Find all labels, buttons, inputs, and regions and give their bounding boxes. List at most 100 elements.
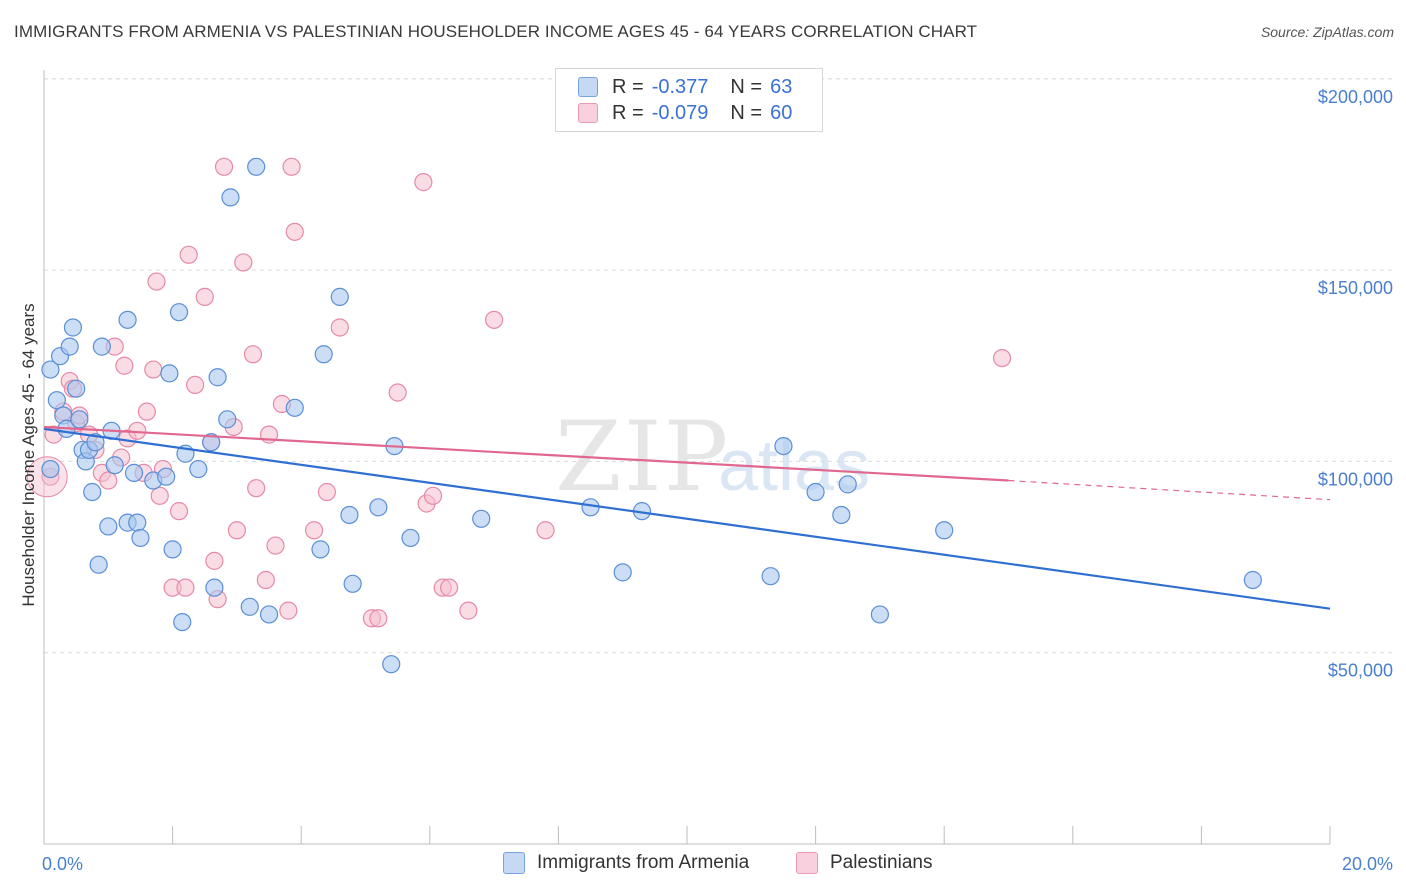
y-tick-label: $150,000 <box>1318 278 1393 298</box>
chart-title: IMMIGRANTS FROM ARMENIA VS PALESTINIAN H… <box>14 22 978 41</box>
data-point-armenia <box>838 475 857 494</box>
series-legend-armenia-label: Immigrants from Armenia <box>537 852 750 873</box>
data-point-palestinians <box>439 578 459 597</box>
data-point-palestinians <box>388 383 407 402</box>
trend-line-palestinians-extension <box>1008 479 1331 501</box>
data-point-armenia <box>60 337 79 356</box>
trend-line-palestinians <box>43 425 1009 482</box>
data-point-armenia <box>157 467 176 486</box>
data-point-armenia <box>613 563 632 582</box>
data-point-armenia <box>311 540 330 559</box>
data-point-palestinians <box>414 173 433 192</box>
legend-r-value: -0.377 <box>651 75 709 98</box>
legend-n-value: 63 <box>770 75 793 98</box>
data-point-palestinians <box>99 471 118 490</box>
data-point-armenia <box>259 605 279 624</box>
data-point-armenia <box>63 318 83 337</box>
data-point-armenia <box>86 433 105 452</box>
data-point-palestinians <box>304 521 324 540</box>
data-point-armenia <box>935 521 954 540</box>
data-point-palestinians <box>176 578 195 597</box>
legend-r-value: -0.079 <box>651 101 709 124</box>
data-point-armenia <box>247 157 266 176</box>
data-point-palestinians <box>243 345 263 364</box>
y-axis-label: Householder Income Ages 45 - 64 years <box>19 303 38 606</box>
trend-lines <box>43 425 1331 610</box>
data-point-armenia <box>163 540 182 559</box>
data-point-palestinians <box>205 551 224 570</box>
data-point-palestinians <box>485 310 504 329</box>
data-point-palestinians <box>214 157 234 176</box>
data-point-palestinians <box>115 356 134 375</box>
data-point-palestinians <box>247 479 266 498</box>
data-point-palestinians <box>256 570 275 590</box>
data-point-armenia <box>340 505 359 525</box>
tick-labels: $50,000 $100,000 $150,000 $200,000 0.0% 20.0% <box>42 87 1393 874</box>
grid-lines <box>44 78 1394 654</box>
data-point-palestinians <box>169 502 189 521</box>
data-point-armenia <box>806 482 825 502</box>
data-point-armenia <box>83 482 102 502</box>
data-point-palestinians <box>330 318 349 337</box>
data-point-palestinians <box>234 253 253 272</box>
data-point-armenia <box>870 605 890 624</box>
legend-r-label: R = <box>612 101 644 124</box>
data-point-palestinians <box>992 348 1012 368</box>
armenia-points <box>41 157 1262 674</box>
data-point-armenia <box>173 612 192 632</box>
data-point-armenia <box>124 463 144 482</box>
series-legend: Immigrants from Armenia Palestinians <box>0 852 1406 878</box>
data-point-armenia <box>285 398 304 417</box>
data-point-armenia <box>169 303 189 322</box>
data-point-armenia <box>581 498 600 517</box>
correlation-legend: R = -0.377 N = 63 R = -0.079 N = 60 <box>555 68 823 132</box>
data-point-palestinians <box>179 245 198 264</box>
data-point-armenia <box>330 287 349 306</box>
data-point-armenia <box>314 345 333 364</box>
data-point-armenia <box>41 360 60 379</box>
legend-n-value: 60 <box>770 101 793 124</box>
data-point-palestinians <box>150 486 169 505</box>
data-point-armenia <box>160 364 179 383</box>
y-tick-label: $200,000 <box>1318 87 1393 107</box>
data-point-armenia <box>832 505 851 525</box>
series-swatch-palestinians <box>796 852 818 874</box>
data-point-armenia <box>218 410 237 429</box>
y-tick-label: $50,000 <box>1328 661 1393 681</box>
data-point-armenia <box>92 337 111 356</box>
data-point-armenia <box>118 310 137 329</box>
data-point-palestinians <box>369 609 388 628</box>
trend-line-armenia <box>43 427 1331 610</box>
data-point-palestinians <box>266 536 285 555</box>
series-legend-palestinians: Palestinians <box>796 852 932 874</box>
legend-swatch-palestinians <box>578 103 598 123</box>
data-point-armenia <box>774 436 793 456</box>
data-point-armenia <box>221 188 240 207</box>
data-point-armenia <box>202 433 221 452</box>
data-point-armenia <box>89 555 108 574</box>
data-point-palestinians <box>459 601 478 620</box>
data-point-armenia <box>343 574 362 593</box>
legend-row-armenia: R = -0.377 N = 63 <box>578 74 792 100</box>
data-point-palestinians <box>137 402 156 421</box>
data-point-armenia <box>99 517 118 536</box>
data-point-armenia <box>761 567 780 586</box>
legend-r-label: R = <box>612 75 644 98</box>
legend-n-label: N = <box>730 75 763 98</box>
data-point-palestinians <box>317 482 337 502</box>
series-swatch-armenia <box>503 852 525 874</box>
data-point-palestinians <box>282 157 301 176</box>
data-point-armenia <box>67 379 86 398</box>
data-point-armenia <box>41 459 60 479</box>
legend-swatch-armenia <box>578 77 598 97</box>
data-point-palestinians <box>186 375 205 394</box>
data-point-armenia <box>472 509 491 528</box>
data-point-palestinians <box>144 360 163 379</box>
data-point-armenia <box>369 498 388 517</box>
data-point-armenia <box>382 655 401 674</box>
data-point-palestinians <box>536 521 555 540</box>
data-point-palestinians <box>147 272 166 291</box>
legend-row-palestinians: R = -0.079 N = 60 <box>578 100 792 126</box>
data-point-armenia <box>205 578 224 597</box>
